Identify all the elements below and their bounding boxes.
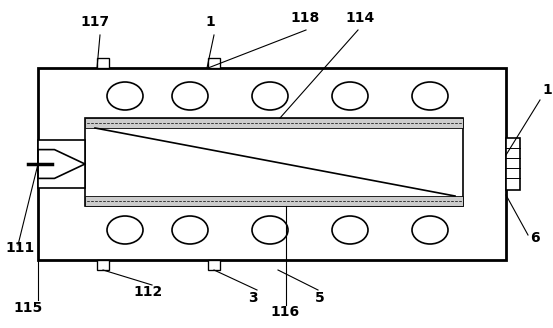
Text: 117: 117 xyxy=(80,15,109,29)
Ellipse shape xyxy=(107,82,143,110)
Bar xyxy=(85,118,463,128)
Ellipse shape xyxy=(332,216,368,244)
Text: 112: 112 xyxy=(133,285,163,299)
Bar xyxy=(506,138,520,190)
Text: 6: 6 xyxy=(530,231,540,245)
Ellipse shape xyxy=(252,82,288,110)
Ellipse shape xyxy=(172,82,208,110)
Ellipse shape xyxy=(332,82,368,110)
Text: 3: 3 xyxy=(248,291,258,305)
Text: 115: 115 xyxy=(13,301,43,315)
Ellipse shape xyxy=(252,216,288,244)
Ellipse shape xyxy=(107,216,143,244)
Text: 1: 1 xyxy=(205,15,215,29)
Text: 114: 114 xyxy=(346,11,374,25)
Bar xyxy=(208,260,220,270)
Bar xyxy=(38,68,506,260)
Bar xyxy=(97,260,109,270)
Bar xyxy=(85,118,463,206)
Text: 5: 5 xyxy=(315,291,325,305)
Bar xyxy=(208,58,220,68)
Bar xyxy=(85,196,463,206)
Ellipse shape xyxy=(412,82,448,110)
Text: 116: 116 xyxy=(270,305,300,319)
Text: 111: 111 xyxy=(5,241,34,255)
Bar xyxy=(38,140,85,188)
Text: 118: 118 xyxy=(290,11,320,25)
Ellipse shape xyxy=(412,216,448,244)
Ellipse shape xyxy=(172,216,208,244)
Text: 113: 113 xyxy=(542,83,553,97)
Bar xyxy=(97,58,109,68)
